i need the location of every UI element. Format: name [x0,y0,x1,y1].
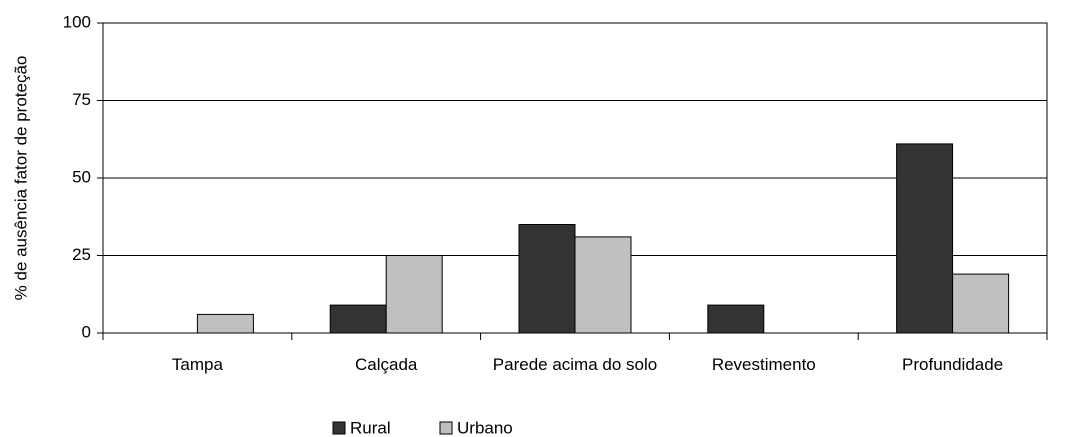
x-tick-label: Tampa [171,355,223,374]
legend-swatch [439,421,453,435]
bar [952,273,1010,334]
bar [896,143,954,334]
y-tick-label: 75 [72,90,91,109]
bar [707,304,765,334]
x-tick-label: Revestimento [711,355,816,374]
legend-label: Urbano [457,418,513,437]
bar [329,304,387,334]
y-tick-label: 25 [72,245,91,264]
legend-label: Rural [350,418,391,437]
y-tick-label: 100 [63,12,91,31]
bar [385,255,443,334]
legend-swatch [332,421,346,435]
y-axis-label: % de ausência fator de proteção [11,56,30,301]
x-tick-label: Profundidade [902,355,1004,374]
bar [196,313,254,334]
y-tick-label: 50 [72,167,91,186]
y-tick-label: 0 [82,322,91,341]
x-tick-label: Calçada [355,355,418,374]
x-tick-label: Parede acima do solo [492,355,658,374]
bar [518,224,576,334]
bar [574,236,632,334]
